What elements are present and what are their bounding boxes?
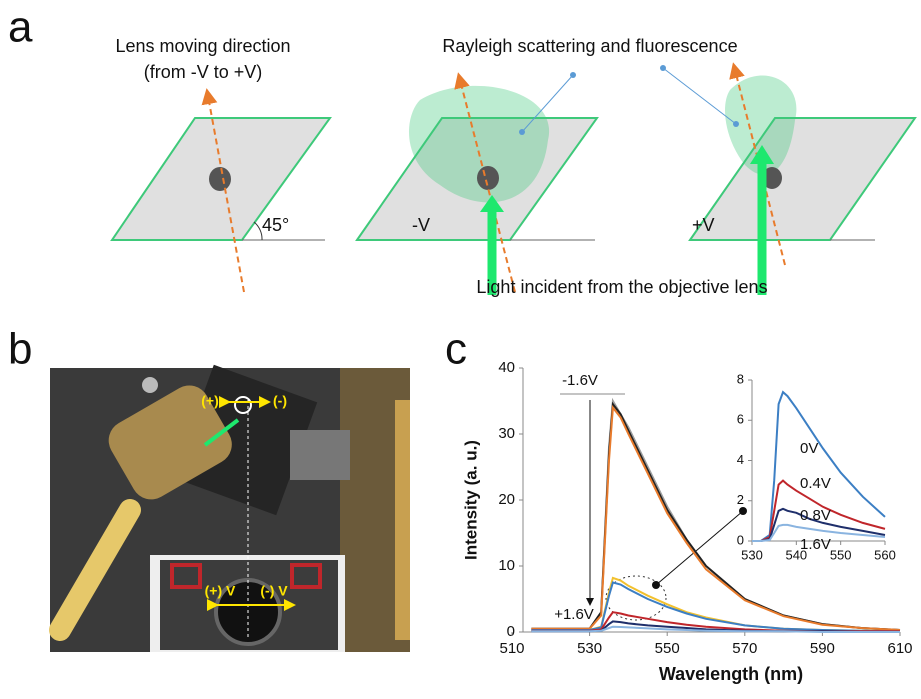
photo-label: (+) (201, 393, 219, 409)
x-tick-label: 550 (830, 547, 852, 562)
annotation: (from -V to +V) (144, 62, 263, 82)
series-line (531, 578, 900, 631)
y-tick-label: 20 (498, 491, 515, 508)
panel-label: c (445, 325, 467, 374)
series-line (531, 408, 900, 630)
photo-label: (-) (273, 393, 287, 409)
voltage-label: +V (692, 215, 715, 235)
connector-dot (652, 581, 660, 589)
photo-b (50, 365, 410, 652)
x-axis-label: Wavelength (nm) (659, 664, 803, 684)
x-tick-label: 560 (874, 547, 896, 562)
page: {"panel_labels": ["a", "b", "c"], "diagr… (0, 0, 921, 694)
x-tick-label: 570 (732, 640, 757, 657)
series-label: 0.4V (800, 475, 831, 492)
x-tick-label: 530 (741, 547, 763, 562)
photo-label: (+) V (205, 583, 236, 599)
y-tick-label: 0 (507, 623, 515, 640)
x-tick-label: 590 (810, 640, 835, 657)
x-tick-label: 510 (499, 640, 524, 657)
connector (656, 511, 743, 585)
connector-dot (739, 507, 747, 515)
angle-label: 45° (262, 215, 289, 235)
y-tick-label: 8 (737, 371, 744, 386)
y-tick-label: 6 (737, 412, 744, 427)
y-axis-label: Intensity (a. u.) (461, 440, 480, 560)
diagram-a (112, 65, 915, 295)
x-tick-label: 610 (887, 640, 912, 657)
x-tick-label: 530 (577, 640, 602, 657)
annotation: Rayleigh scattering and fluorescence (442, 36, 737, 56)
y-tick-label: 10 (498, 557, 515, 574)
y-tick-label: 30 (498, 425, 515, 442)
annotation: -1.6V (562, 372, 598, 389)
series-label: 0.8V (800, 507, 831, 524)
y-tick-label: 4 (737, 452, 744, 467)
series-label: 1.6V (800, 536, 831, 553)
series-label: 0V (800, 440, 818, 457)
y-tick-label: 2 (737, 492, 744, 507)
annotation: Lens moving direction (115, 36, 290, 56)
x-tick-label: 550 (655, 640, 680, 657)
annotation: Light incident from the objective lens (476, 277, 767, 297)
panel-label: b (8, 325, 32, 374)
voltage-label: -V (412, 215, 430, 235)
panel-label: a (8, 3, 33, 52)
annotation: +1.6V (554, 606, 594, 623)
y-tick-label: 0 (737, 532, 744, 547)
y-tick-label: 40 (498, 359, 515, 376)
photo-label: (-) V (260, 583, 288, 599)
figure: a b c Lens moving direction (from -V to … (0, 0, 921, 694)
